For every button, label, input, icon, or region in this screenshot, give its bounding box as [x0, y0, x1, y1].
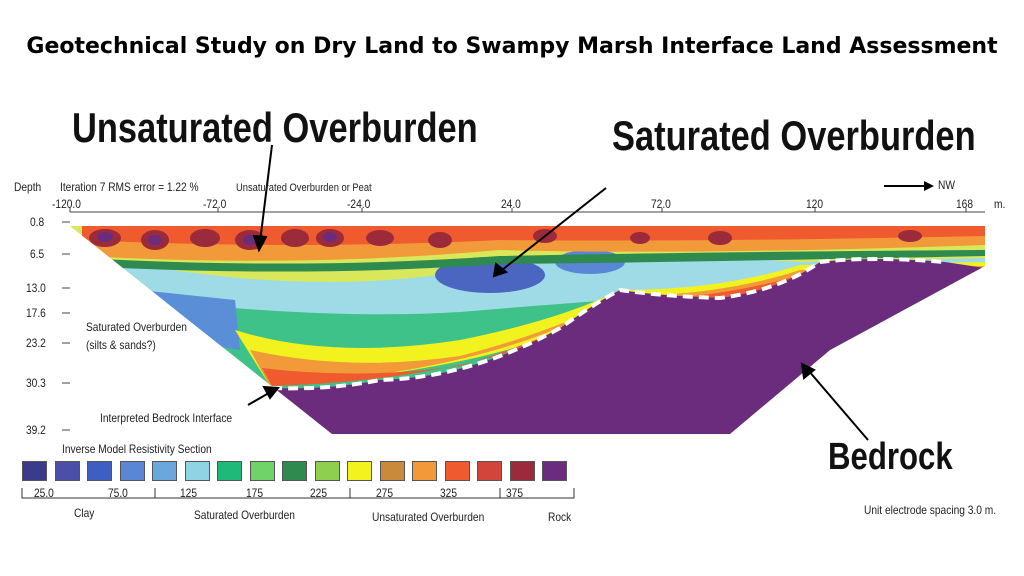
- bedrock-arrow: [807, 369, 869, 441]
- x-tick: -120.0: [52, 197, 81, 211]
- sat-arrow: [501, 187, 607, 271]
- slide-title: Geotechnical Study on Dry Land to Swampy…: [26, 34, 998, 59]
- depth-tick: 39.2: [26, 423, 46, 437]
- pseudosection-fill: [70, 226, 985, 434]
- legend-swatch: [379, 461, 405, 481]
- legend-value: 275: [376, 486, 394, 500]
- callout-saturated-overburden: Saturated Overburden: [612, 112, 976, 159]
- legend-swatch: [412, 461, 437, 481]
- unsat-arrow: [259, 144, 273, 243]
- footer-note: Unit electrode spacing 3.0 m.: [864, 503, 997, 517]
- depth-label: Depth: [14, 180, 42, 194]
- legend-swatch: [249, 461, 275, 481]
- legend-group-clay: Clay: [74, 506, 95, 520]
- direction-label: NW: [938, 178, 955, 192]
- depth-tick: 23.2: [26, 336, 46, 350]
- depth-tick: 0.8: [30, 215, 45, 229]
- legend-value: 25.0: [34, 486, 54, 500]
- inner-label-saturated: Saturated Overburden: [86, 320, 187, 334]
- x-tick: -24.0: [347, 197, 371, 211]
- legend-value: 225: [310, 486, 328, 500]
- legend-group-unsaturated: Unsaturated Overburden: [372, 510, 485, 524]
- legend-swatch: [217, 461, 242, 481]
- legend-swatch: [542, 461, 567, 481]
- depth-tick: 30.3: [26, 376, 46, 390]
- legend-swatch: [477, 461, 502, 481]
- legend-swatch: [314, 461, 340, 481]
- legend-group-saturated: Saturated Overburden: [194, 508, 295, 522]
- x-tick: -72.0: [203, 197, 227, 211]
- x-tick: 72.0: [651, 197, 671, 211]
- x-tick: 168: [956, 197, 974, 211]
- top-note: Unsaturated Overburden or Peat: [236, 182, 372, 194]
- legend-swatch: [444, 461, 470, 481]
- legend-swatch: [54, 461, 80, 481]
- legend-value: 375: [506, 486, 524, 500]
- legend-swatch: [282, 461, 307, 481]
- legend-swatch: [22, 461, 47, 481]
- legend-swatch: [347, 461, 372, 481]
- inner-label-bedrock-interface: Interpreted Bedrock Interface: [100, 411, 233, 425]
- legend-group-rock: Rock: [548, 510, 572, 524]
- bedrock-interface-line: [271, 257, 946, 391]
- x-unit-label: m.: [994, 197, 1006, 211]
- legend-swatch: [509, 461, 535, 481]
- legend-value: 325: [440, 486, 458, 500]
- legend-value: 125: [180, 486, 198, 500]
- legend-swatch: [184, 461, 210, 481]
- legend-value: 75.0: [108, 486, 128, 500]
- legend-value: 175: [246, 486, 264, 500]
- x-tick: 120: [806, 197, 824, 211]
- x-tick: 24.0: [501, 197, 521, 211]
- depth-tick: 6.5: [30, 247, 45, 261]
- callout-bedrock: Bedrock: [828, 436, 953, 478]
- legend-title: Inverse Model Resistivity Section: [62, 442, 212, 456]
- legend-swatch: [119, 461, 145, 481]
- iteration-text: Iteration 7 RMS error = 1.22 %: [60, 180, 199, 194]
- nw-direction-arrow: [884, 181, 934, 191]
- legend-swatch: [87, 461, 112, 481]
- inner-label-silts: (silts & sands?): [86, 338, 156, 352]
- callout-unsaturated-overburden: Unsaturated Overburden: [72, 104, 478, 151]
- depth-tick: 17.6: [26, 306, 46, 320]
- depth-tick: 13.0: [26, 281, 46, 295]
- legend-swatch: [152, 461, 177, 481]
